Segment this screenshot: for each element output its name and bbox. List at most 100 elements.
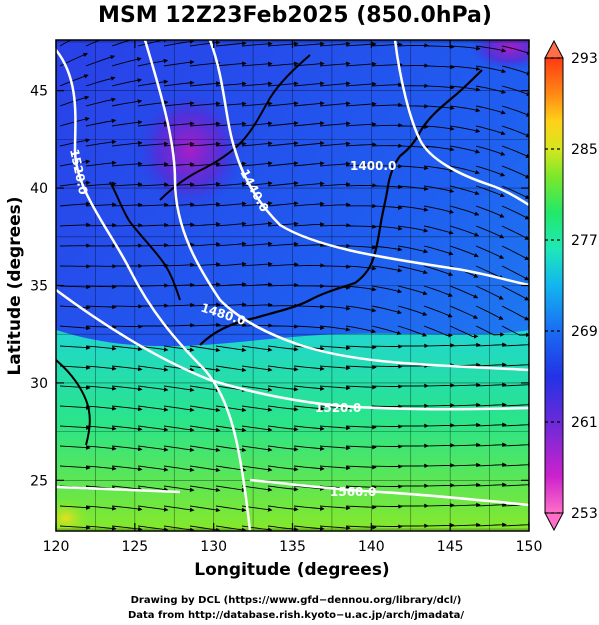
streamline: [163, 40, 195, 47]
streamline: [215, 405, 247, 413]
streamline: [241, 121, 273, 127]
streamline: [189, 322, 221, 328]
streamline: [241, 365, 273, 372]
streamline: [163, 345, 195, 353]
streamline: [137, 222, 169, 228]
streamline: [241, 241, 273, 247]
streamline: [85, 365, 117, 371]
streamline: [345, 285, 377, 292]
streamline: [215, 181, 247, 187]
streamline: [137, 525, 169, 531]
streamline: [319, 465, 351, 471]
streamline: [319, 223, 351, 228]
streamline: [319, 121, 351, 127]
streamline: [449, 245, 479, 258]
streamline: [475, 422, 507, 427]
streamline: [85, 97, 116, 107]
streamline: [449, 65, 481, 72]
colorbar-max-triangle: [544, 39, 564, 59]
coastline-japan: [199, 69, 483, 346]
streamline: [319, 61, 351, 67]
streamline: [267, 385, 299, 392]
streamline: [423, 325, 453, 338]
streamline: [215, 41, 247, 47]
streamline: [241, 485, 273, 492]
streamline: [59, 159, 91, 167]
streamline: [501, 402, 529, 407]
streamline: [371, 464, 403, 469]
streamline: [215, 345, 247, 353]
streamline: [241, 221, 273, 227]
streamline: [345, 464, 377, 470]
streamline: [501, 382, 529, 387]
streamline: [85, 425, 117, 431]
streamline: [293, 325, 325, 330]
streamline: [111, 223, 143, 228]
streamline: [267, 201, 299, 207]
streamline: [475, 85, 507, 94]
streamline: [85, 304, 117, 310]
x-tick-label: 130: [200, 539, 227, 555]
streamline: [137, 365, 169, 372]
streamline: [215, 445, 247, 453]
streamline: [267, 282, 299, 288]
streamline: [163, 525, 195, 531]
streamline: [371, 123, 403, 128]
streamline: [111, 485, 143, 492]
streamline: [423, 383, 455, 388]
streamline: [267, 221, 299, 227]
streamline: [163, 485, 195, 493]
streamline: [241, 302, 273, 308]
streamline: [267, 505, 299, 512]
streamline: [319, 305, 351, 311]
streamline: [267, 181, 299, 187]
streamline: [59, 345, 91, 350]
streamline: [345, 424, 377, 430]
streamline: [397, 225, 429, 233]
warm-core-sw: [56, 498, 91, 531]
streamline: [397, 43, 429, 48]
streamline: [59, 505, 91, 510]
streamline: [137, 243, 169, 248]
streamline: [268, 324, 299, 329]
streamline: [345, 504, 377, 510]
x-tick-label: 135: [279, 539, 306, 555]
streamline: [111, 57, 142, 67]
streamline: [345, 305, 377, 313]
streamline: [189, 201, 221, 207]
streamline: [137, 202, 169, 208]
streamline: [501, 45, 529, 55]
streamline: [163, 505, 195, 513]
streamline: [163, 302, 195, 308]
streamline: [293, 405, 325, 411]
streamline: [137, 385, 169, 392]
colorbar-tick-label: 253: [571, 506, 598, 522]
colorbar-tick-label: 285: [571, 142, 598, 158]
streamline: [241, 405, 273, 412]
streamline: [293, 365, 325, 371]
streamline: [59, 74, 89, 87]
streamline: [111, 324, 143, 329]
streamline: [423, 483, 455, 488]
streamline: [241, 161, 273, 167]
streamline: [501, 442, 529, 447]
streamline: [241, 81, 273, 87]
streamline: [215, 282, 247, 287]
contour-1400: [393, 40, 529, 207]
streamline: [397, 265, 428, 275]
streamline: [320, 264, 351, 269]
streamline: [241, 41, 273, 47]
streamline: [423, 305, 453, 318]
streamline: [423, 105, 455, 111]
streamline: [189, 161, 221, 167]
streamline: [293, 181, 325, 187]
streamline: [501, 165, 529, 179]
streamline: [371, 484, 403, 489]
streamline: [501, 522, 529, 527]
streamline: [85, 223, 117, 228]
streamline: [293, 81, 325, 87]
streamline: [371, 82, 403, 87]
streamline: [449, 325, 479, 339]
streamline: [189, 141, 221, 147]
coastline-asia: [159, 54, 311, 201]
